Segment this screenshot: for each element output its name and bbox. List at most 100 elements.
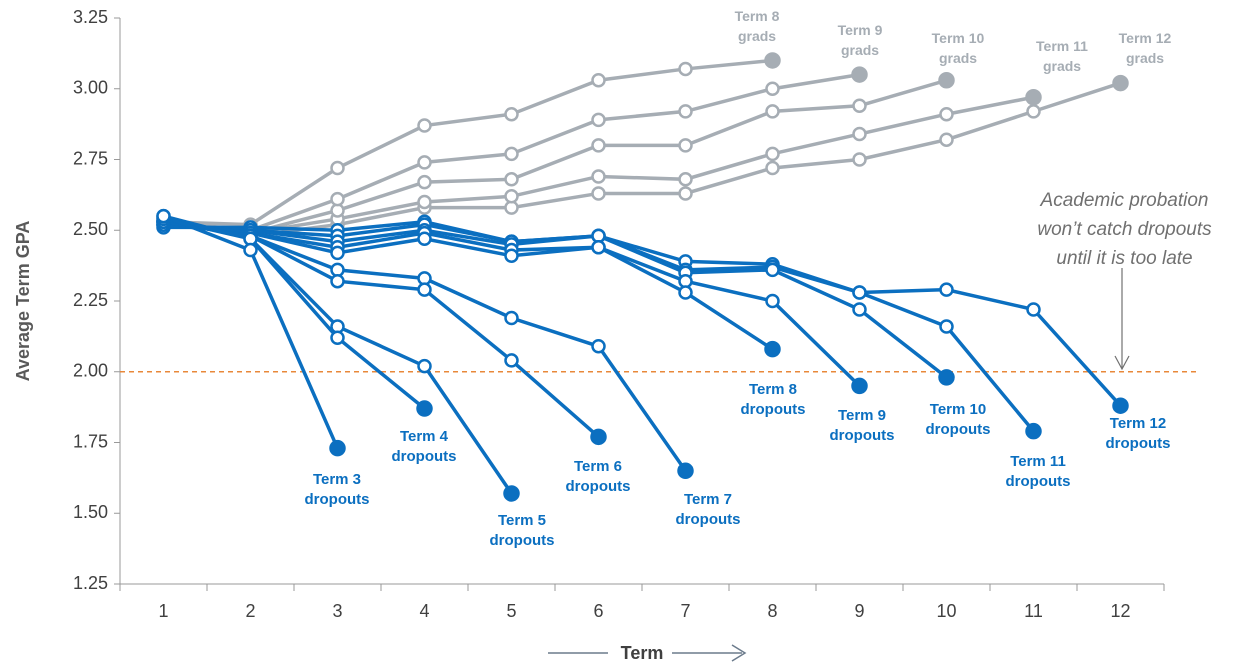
point-marker: [765, 160, 780, 176]
y-tick-label: 3.25: [73, 7, 108, 27]
end-marker: [851, 66, 868, 83]
point-marker: [504, 310, 519, 326]
point-marker: [765, 293, 780, 309]
point-marker: [678, 61, 693, 77]
point-marker: [1026, 302, 1041, 317]
point-marker: [417, 194, 432, 210]
point-marker: [504, 248, 519, 263]
point-marker: [765, 262, 780, 278]
series-label: Term 4 dropouts: [391, 428, 457, 465]
x-tick-label: 8: [767, 601, 777, 621]
point-marker: [591, 169, 606, 184]
end-marker: [1112, 397, 1129, 414]
series-label: Term 8 dropouts: [740, 381, 806, 418]
point-marker: [591, 186, 606, 201]
x-tick-label: 6: [593, 601, 603, 621]
end-marker: [416, 400, 433, 417]
series-line: [163, 78, 947, 235]
end-marker: [1112, 74, 1129, 92]
y-tick-label: 2.50: [73, 219, 108, 239]
point-marker: [156, 208, 171, 224]
series-label: Term 10 dropouts: [925, 401, 991, 438]
point-marker: [852, 126, 867, 142]
x-tick-label: 1: [158, 601, 168, 621]
x-tick-label: 7: [680, 601, 690, 621]
point-marker: [591, 339, 606, 354]
series-line: [163, 58, 773, 227]
point-marker: [852, 285, 867, 300]
point-marker: [504, 106, 519, 122]
point-marker: [417, 118, 432, 133]
end-marker: [851, 377, 868, 395]
point-marker: [417, 174, 432, 190]
point-marker: [939, 319, 954, 334]
series-label: Term 9 dropouts: [829, 407, 895, 444]
point-marker: [417, 155, 432, 170]
annotation: Academic probation won’t catch dropouts …: [1037, 190, 1212, 269]
series-label: Term 3 dropouts: [304, 471, 370, 508]
y-tick-label: 1.25: [73, 573, 108, 593]
point-marker: [330, 160, 345, 176]
end-marker: [329, 439, 346, 457]
y-tick-label: 1.50: [73, 502, 108, 522]
point-marker: [591, 138, 606, 153]
point-marker: [417, 358, 432, 374]
series-line: [163, 222, 948, 379]
y-axis-label: Average Term GPA: [13, 221, 33, 382]
series-label: Term 9 grads: [837, 22, 883, 58]
point-marker: [417, 231, 432, 246]
point-marker: [765, 146, 780, 162]
series-line: [163, 214, 426, 410]
end-marker: [1025, 422, 1042, 440]
series-label: Term 6 dropouts: [565, 458, 631, 495]
end-marker: [938, 72, 955, 89]
point-marker: [330, 273, 345, 289]
point-marker: [591, 73, 606, 88]
x-tick-label: 2: [245, 601, 255, 621]
point-marker: [1026, 104, 1041, 119]
y-tick-label: 3.00: [73, 78, 108, 98]
x-arrow-head: [731, 644, 747, 662]
point-marker: [504, 353, 519, 368]
end-marker: [764, 52, 781, 69]
series-label: Term 11 dropouts: [1005, 453, 1071, 490]
point-marker: [591, 112, 606, 128]
end-marker: [764, 340, 781, 358]
series-line: [163, 220, 774, 351]
point-marker: [504, 172, 519, 187]
point-marker: [678, 104, 693, 119]
x-axis-label: Term: [621, 643, 664, 663]
point-marker: [939, 106, 954, 122]
point-marker: [678, 285, 693, 300]
x-tick-label: 5: [506, 601, 516, 621]
point-marker: [678, 172, 693, 187]
point-marker: [939, 282, 954, 297]
point-marker: [330, 330, 345, 346]
point-marker: [330, 245, 345, 261]
x-tick-label: 10: [936, 601, 956, 621]
point-marker: [765, 81, 780, 96]
end-marker: [677, 462, 694, 480]
series-label: Term 12 dropouts: [1105, 415, 1171, 452]
point-marker: [852, 98, 867, 113]
point-marker: [591, 239, 606, 255]
x-tick-label: 4: [419, 601, 429, 621]
end-marker: [938, 369, 955, 386]
series-label: Term 10 grads: [931, 30, 985, 66]
point-marker: [765, 104, 780, 119]
series-label: Term 8 grads: [734, 8, 780, 44]
annotation-arrow-head: [1114, 355, 1130, 371]
y-tick-label: 2.75: [73, 148, 108, 168]
x-tick-label: 12: [1110, 601, 1130, 621]
y-tick-label: 2.25: [73, 290, 108, 310]
point-marker: [939, 132, 954, 147]
y-tick-label: 1.75: [73, 431, 108, 451]
point-marker: [678, 186, 693, 201]
point-marker: [504, 146, 519, 162]
series-line: [163, 222, 1035, 433]
x-tick-label: 11: [1024, 601, 1043, 621]
series-label: Term 7 dropouts: [675, 491, 741, 528]
point-marker: [852, 302, 867, 317]
